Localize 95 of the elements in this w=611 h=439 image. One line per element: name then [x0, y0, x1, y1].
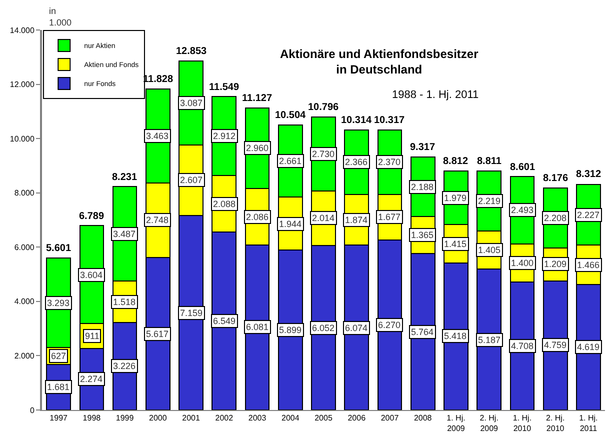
data-label: 2.960	[246, 143, 269, 153]
data-label: 4.619	[577, 342, 600, 352]
data-label: 1.365	[411, 230, 434, 240]
total-label: 9.317	[410, 142, 436, 153]
y-tick-label: 10.000	[10, 134, 35, 144]
data-label: 2.493	[511, 205, 534, 215]
x-tick-label: 2005	[314, 414, 333, 423]
data-label: 2.227	[577, 210, 600, 220]
data-label: 1.518	[113, 297, 136, 307]
data-label: 1.874	[345, 215, 368, 225]
data-label: 2.912	[213, 131, 236, 141]
data-label: 1.415	[444, 239, 467, 249]
x-tick-label: 2003	[248, 414, 267, 423]
data-label: 3.293	[47, 298, 70, 308]
data-label: 5.617	[146, 329, 169, 339]
total-label: 10.796	[308, 102, 340, 113]
data-label: 1.405	[478, 245, 501, 255]
total-label: 8.601	[510, 162, 536, 173]
data-label: 2.188	[411, 182, 434, 192]
data-label: 2.370	[378, 157, 401, 167]
total-label: 8.231	[112, 172, 138, 183]
text: 1988 - 1. Hj. 2011	[392, 89, 479, 101]
data-label: 2.014	[312, 213, 335, 223]
data-label: 7.159	[180, 308, 203, 318]
data-label: 6.081	[246, 322, 269, 332]
total-label: 8.312	[576, 169, 602, 180]
x-tick-label: 2000	[149, 414, 168, 423]
total-label: 6.789	[79, 211, 104, 222]
data-label: 911	[85, 331, 100, 341]
y-tick-label: 0	[30, 406, 35, 415]
y-tick-label: 2.000	[14, 352, 35, 361]
y-tick-label: 12.000	[10, 80, 35, 90]
data-label: 5.418	[444, 331, 467, 341]
data-label: 5.764	[411, 327, 434, 337]
x-tick-label: 2002	[215, 414, 234, 423]
total-label: 8.811	[477, 156, 502, 167]
data-label: 5.899	[279, 325, 302, 335]
x-tick-label: 1999	[116, 414, 134, 423]
x-tick-label: 1997	[50, 414, 68, 423]
data-label: 6.074	[345, 323, 368, 333]
total-label: 8.176	[543, 173, 568, 184]
data-label: 2.086	[246, 212, 269, 222]
total-label: 5.601	[46, 243, 72, 254]
data-label: 2.219	[478, 196, 501, 206]
data-label: 2.661	[279, 156, 302, 166]
data-label: 2.208	[544, 213, 567, 223]
x-tick-label: 2001	[182, 414, 200, 423]
x-tick-label: 2007	[380, 414, 400, 423]
data-label: 1.400	[511, 258, 534, 268]
text: in 1.000	[49, 6, 72, 28]
data-label: 1.209	[544, 259, 567, 269]
y-tick-label: 4.000	[14, 297, 35, 306]
total-label: 11.127	[242, 93, 272, 104]
x-tick-label: 1998	[82, 414, 102, 423]
data-label: 6.052	[312, 323, 335, 333]
x-tick-label: 1. Hj. 2010	[512, 414, 532, 433]
total-label: 10.504	[275, 110, 306, 121]
total-label: 10.314	[341, 115, 372, 126]
text: Aktionäre und Aktienfondsbesitzer in Deutschland	[280, 47, 479, 77]
data-label: 4.759	[544, 340, 567, 350]
data-label: 3.487	[113, 229, 136, 239]
data-label: 1.677	[378, 212, 401, 222]
x-tick-label: 2006	[348, 414, 366, 423]
x-tick-label: 2. Hj. 2010	[546, 414, 565, 433]
data-label: 1.466	[577, 260, 600, 270]
y-tick-label: 14.000	[10, 26, 35, 35]
data-label: 2.366	[345, 157, 368, 167]
data-label: 5.187	[478, 335, 501, 345]
data-label: 2.088	[213, 199, 236, 209]
data-label: 6.270	[378, 320, 401, 330]
data-label: 2.730	[312, 149, 335, 159]
y-tick-label: 6.000	[14, 242, 35, 252]
x-tick-label: 1. Hj. 2009	[446, 414, 466, 433]
x-tick-label: 2004	[281, 414, 300, 423]
data-label: 6.549	[213, 316, 236, 326]
data-label: 3.604	[80, 270, 103, 280]
data-label: 2.748	[146, 215, 169, 225]
x-tick-label: 2008	[414, 414, 432, 423]
total-label: 11.549	[209, 82, 240, 93]
y-tick-label: 8.000	[14, 188, 35, 198]
total-label: 12.853	[176, 46, 208, 57]
data-label: 1.979	[444, 193, 467, 203]
x-tick-label: 2. Hj. 2009	[480, 414, 499, 433]
data-label: 627	[51, 351, 66, 361]
data-label: 2.274	[80, 374, 103, 384]
data-label: 1.944	[279, 219, 302, 229]
total-label: 10.317	[374, 115, 406, 126]
x-tick-label: 1. Hj. 2011	[579, 414, 598, 433]
data-label: 1.681	[47, 382, 70, 392]
data-label: 3.087	[180, 98, 203, 108]
data-label: 4.708	[511, 341, 534, 351]
data-label: 2.607	[180, 175, 203, 185]
data-label: 3.226	[113, 361, 136, 371]
data-label: 3.463	[146, 131, 169, 141]
total-label: 8.812	[443, 156, 468, 167]
